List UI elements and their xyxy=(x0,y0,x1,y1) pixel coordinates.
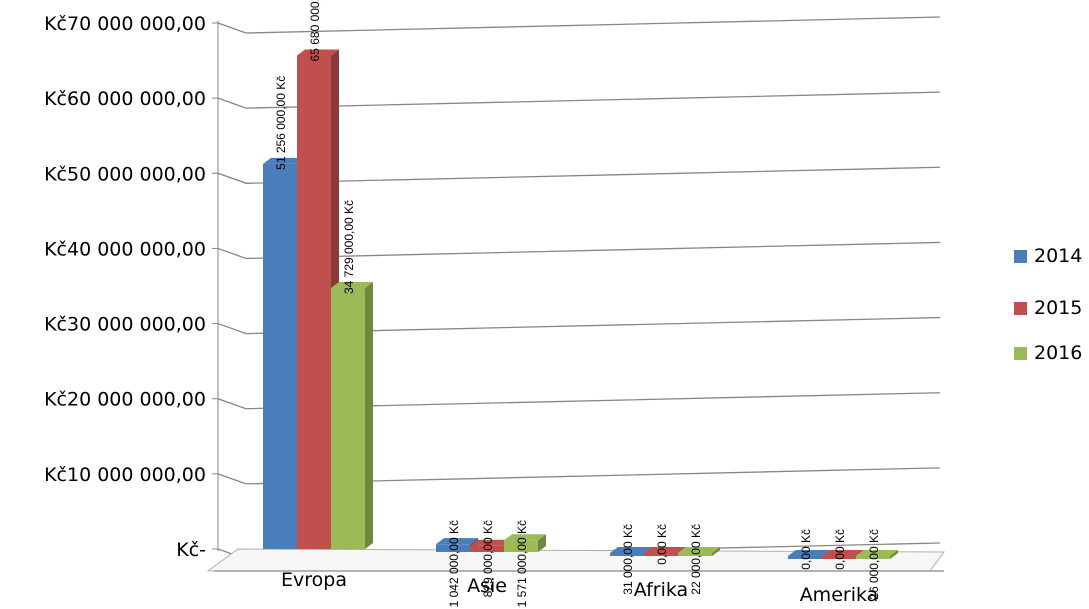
data-label: 1 042 000,00 Kč xyxy=(447,520,461,607)
bar-top xyxy=(504,534,546,541)
gridline xyxy=(217,392,941,410)
bar xyxy=(470,545,504,552)
bar-side xyxy=(365,282,373,549)
bar-top xyxy=(678,547,720,553)
data-label: 34 729 000,00 Kč xyxy=(342,200,356,294)
gridline xyxy=(217,467,941,485)
x-category-label: Asie xyxy=(467,575,507,597)
bar-side xyxy=(712,547,720,556)
bar xyxy=(788,556,822,559)
bar xyxy=(644,553,678,556)
legend-swatch xyxy=(1014,250,1027,263)
bar-top xyxy=(822,550,864,556)
data-label: 65 680 000,00 Kč xyxy=(308,0,322,61)
x-axis-category-labels: Evropa Asie Afrika Amerika xyxy=(281,569,878,606)
bar xyxy=(436,544,470,552)
gridline xyxy=(217,16,941,34)
bar-top xyxy=(610,547,652,553)
data-label: 22 000,00 Kč xyxy=(689,524,703,595)
data-label: 1 571 000,00 Kč xyxy=(515,520,529,607)
data-label: 51 256 000,00 Kč xyxy=(274,76,288,170)
y-tick-label: Kč- xyxy=(176,539,206,561)
x-category-label: Evropa xyxy=(281,569,347,591)
gridline xyxy=(217,166,941,184)
bar xyxy=(331,288,365,549)
bar-series xyxy=(263,49,898,559)
bar-top xyxy=(856,550,898,556)
bar-top xyxy=(470,539,512,546)
gridlines xyxy=(212,16,941,560)
bar-side xyxy=(538,534,546,552)
data-label: 0,00 Kč xyxy=(655,524,669,565)
bar xyxy=(297,55,331,549)
legend-label: 2016 xyxy=(1034,342,1082,364)
y-tick-label: Kč70 000 000,00 xyxy=(44,13,206,35)
y-tick-label: Kč60 000 000,00 xyxy=(44,88,206,110)
bar-top xyxy=(331,282,373,289)
legend-label: 2014 xyxy=(1034,245,1082,267)
data-label: 31 000,00 Kč xyxy=(621,524,635,595)
data-label: 829 000,00 Kč xyxy=(481,520,495,597)
legend-label: 2015 xyxy=(1034,297,1082,319)
chart-floor xyxy=(206,548,945,572)
bar-top xyxy=(788,550,830,556)
data-label: 26 000,00 Kč xyxy=(867,529,881,600)
data-label: 0,00 Kč xyxy=(833,529,847,570)
gridline xyxy=(217,316,941,335)
bar xyxy=(610,553,644,556)
y-tick-label: Kč10 000 000,00 xyxy=(44,464,206,486)
y-axis-tick-labels: Kč- Kč10 000 000,00 Kč20 000 000,00 Kč30 00… xyxy=(44,13,206,561)
legend-swatch xyxy=(1014,347,1027,360)
x-category-label: Amerika xyxy=(800,584,879,606)
y-tick-label: Kč20 000 000,00 xyxy=(44,389,206,411)
bar xyxy=(504,540,538,552)
bar-top xyxy=(297,49,339,56)
y-tick-label: Kč40 000 000,00 xyxy=(44,238,206,260)
legend: 2014 2015 2016 xyxy=(1014,245,1082,364)
x-category-label: Afrika xyxy=(634,579,688,601)
y-tick-label: Kč30 000 000,00 xyxy=(44,314,206,336)
bar xyxy=(678,553,712,556)
gridline xyxy=(217,91,941,109)
bar xyxy=(822,556,856,559)
bar-side xyxy=(890,550,898,559)
data-label: 0,00 Kč xyxy=(799,529,813,570)
bar-top xyxy=(436,538,478,545)
legend-swatch xyxy=(1014,302,1027,315)
gridline xyxy=(217,241,941,260)
data-labels: 51 256 000,00 Kč 65 680 000,00 Kč 34 729 0… xyxy=(274,0,881,607)
bar xyxy=(263,163,297,549)
bar-top xyxy=(644,547,686,553)
bar xyxy=(856,556,890,559)
bar-top xyxy=(263,157,305,164)
y-tick-label: Kč50 000 000,00 xyxy=(44,163,206,185)
